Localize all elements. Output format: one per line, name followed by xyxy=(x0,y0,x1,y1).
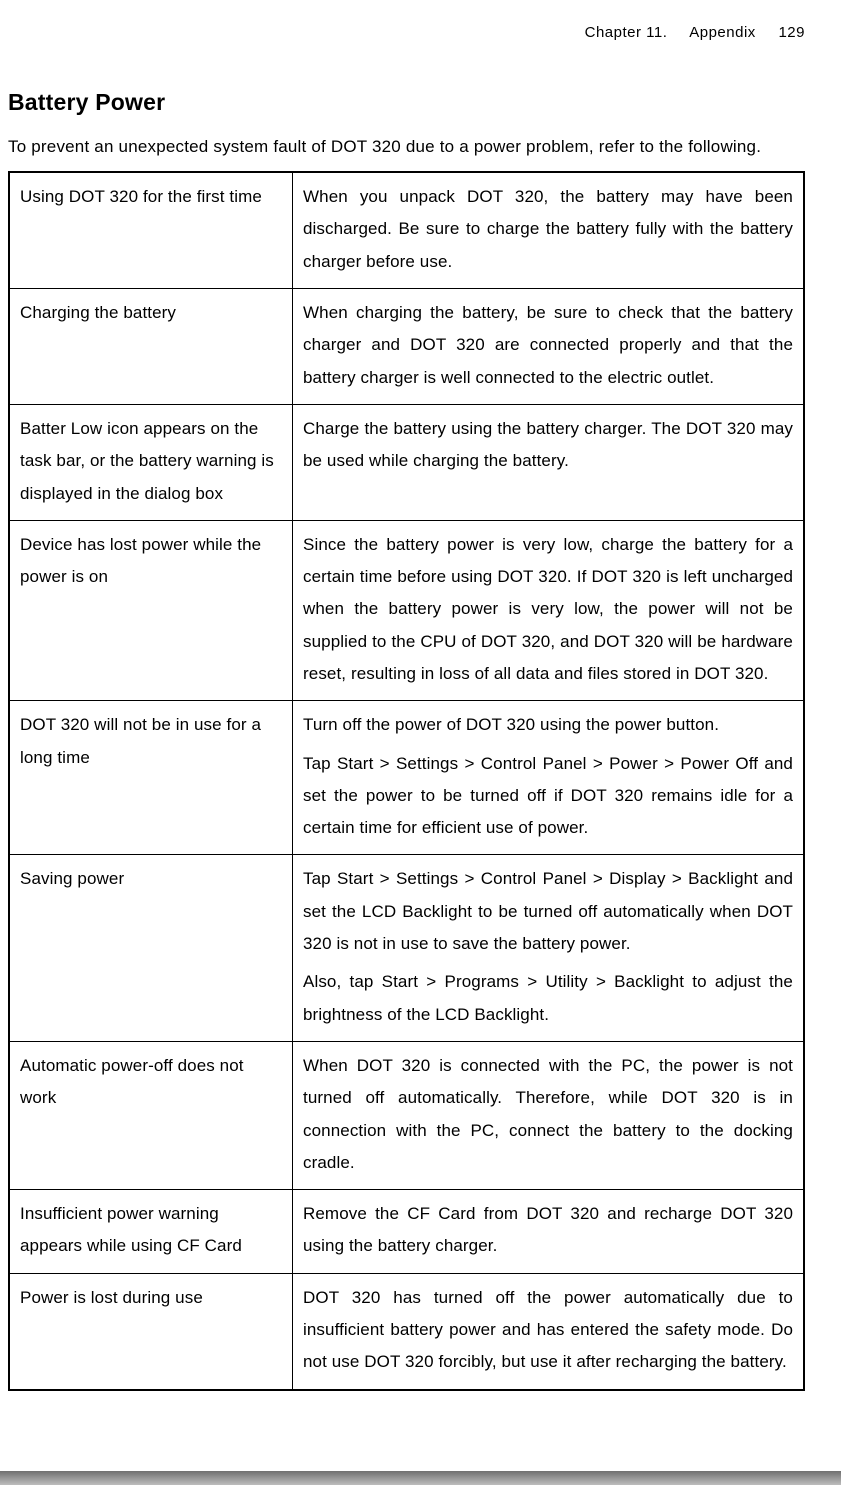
chapter-label: Chapter 11. xyxy=(585,24,668,41)
table-cell-text: Also, tap Start > Programs > Utility > B… xyxy=(303,966,793,1031)
intro-paragraph: To prevent an unexpected system fault of… xyxy=(8,130,805,163)
page-number: 129 xyxy=(778,24,805,41)
table-row: Charging the batteryWhen charging the ba… xyxy=(9,289,804,405)
table-row: DOT 320 will not be in use for a long ti… xyxy=(9,701,804,855)
table-row: Using DOT 320 for the first timeWhen you… xyxy=(9,172,804,288)
table-row: Device has lost power while the power is… xyxy=(9,520,804,700)
table-cell-right: When DOT 320 is connected with the PC, t… xyxy=(293,1041,805,1189)
table-cell-left: Power is lost during use xyxy=(9,1273,293,1389)
page-header: Chapter 11. Appendix 129 xyxy=(8,24,805,41)
table-row: Automatic power-off does not workWhen DO… xyxy=(9,1041,804,1189)
table-cell-right: Since the battery power is very low, cha… xyxy=(293,520,805,700)
table-cell-right: When charging the battery, be sure to ch… xyxy=(293,289,805,405)
table-cell-text: Since the battery power is very low, cha… xyxy=(303,529,793,690)
appendix-label: Appendix xyxy=(689,24,756,41)
table-cell-right: When you unpack DOT 320, the battery may… xyxy=(293,172,805,288)
section-title: Battery Power xyxy=(8,89,805,116)
table-cell-text: Tap Start > Settings > Control Panel > P… xyxy=(303,748,793,845)
table-cell-text: Tap Start > Settings > Control Panel > D… xyxy=(303,863,793,960)
table-cell-text: Turn off the power of DOT 320 using the … xyxy=(303,709,793,741)
table-cell-left: DOT 320 will not be in use for a long ti… xyxy=(9,701,293,855)
table-cell-left: Insufficient power warning appears while… xyxy=(9,1190,293,1274)
table-cell-text: When you unpack DOT 320, the battery may… xyxy=(303,181,793,278)
table-cell-left: Saving power xyxy=(9,855,293,1041)
table-cell-left: Batter Low icon appears on the task bar,… xyxy=(9,404,293,520)
table-cell-text: When charging the battery, be sure to ch… xyxy=(303,297,793,394)
battery-power-table: Using DOT 320 for the first timeWhen you… xyxy=(8,171,805,1391)
table-row: Power is lost during useDOT 320 has turn… xyxy=(9,1273,804,1389)
page-container: Chapter 11. Appendix 129 Battery Power T… xyxy=(0,0,841,1485)
table-cell-right: Tap Start > Settings > Control Panel > D… xyxy=(293,855,805,1041)
table-cell-left: Charging the battery xyxy=(9,289,293,405)
table-cell-text: When DOT 320 is connected with the PC, t… xyxy=(303,1050,793,1179)
table-row: Batter Low icon appears on the task bar,… xyxy=(9,404,804,520)
table-cell-left: Device has lost power while the power is… xyxy=(9,520,293,700)
table-cell-right: Remove the CF Card from DOT 320 and rech… xyxy=(293,1190,805,1274)
table-cell-left: Using DOT 320 for the first time xyxy=(9,172,293,288)
table-cell-right: Charge the battery using the battery cha… xyxy=(293,404,805,520)
table-cell-left: Automatic power-off does not work xyxy=(9,1041,293,1189)
table-cell-right: DOT 320 has turned off the power automat… xyxy=(293,1273,805,1389)
table-cell-right: Turn off the power of DOT 320 using the … xyxy=(293,701,805,855)
table-cell-text: Charge the battery using the battery cha… xyxy=(303,413,793,478)
table-cell-text: DOT 320 has turned off the power automat… xyxy=(303,1282,793,1379)
table-row: Insufficient power warning appears while… xyxy=(9,1190,804,1274)
table-cell-text: Remove the CF Card from DOT 320 and rech… xyxy=(303,1198,793,1263)
table-row: Saving powerTap Start > Settings > Contr… xyxy=(9,855,804,1041)
footer-bar xyxy=(0,1471,841,1485)
